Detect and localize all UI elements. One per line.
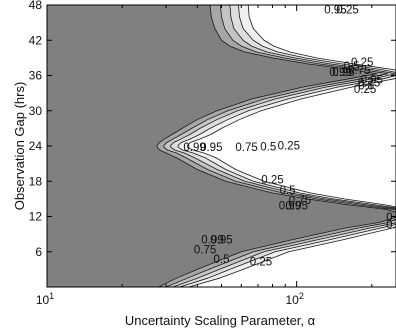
x-tick-label: 101 xyxy=(36,291,54,307)
contour-label: 0.95 xyxy=(361,75,383,87)
contour-label: 0.25 xyxy=(354,84,376,96)
contour-line-0.95 xyxy=(163,5,396,287)
contour-label: 0.75 xyxy=(386,220,396,232)
contour-label: 0.25 xyxy=(250,257,272,269)
y-tick-label: 30 xyxy=(29,104,43,118)
contour-label: 0.99 xyxy=(279,200,301,212)
contour-label: 0.5 xyxy=(358,81,374,93)
x-tick-label: 102 xyxy=(285,291,303,307)
contour-label: 0.99 xyxy=(329,67,351,79)
x-tick-exponent: 2 xyxy=(299,291,304,301)
y-tick-label: 12 xyxy=(29,210,43,224)
contour-bands xyxy=(47,5,396,287)
x-tick-exponent: 1 xyxy=(49,291,54,301)
contour-label: 0.75 xyxy=(358,78,380,90)
y-tick-label: 36 xyxy=(29,69,43,83)
contour-label: 0.75 xyxy=(194,244,216,256)
y-axis: 6 12 18 24 30 36 42 48 xyxy=(29,0,396,259)
contour-label: 0.75 xyxy=(289,195,311,207)
contour-label: 0.95 xyxy=(200,142,222,154)
contour-label: 0.95 xyxy=(332,67,354,79)
x-axis-title: Uncertainty Scaling Parameter, α xyxy=(125,313,316,328)
contour-label: 0.99 xyxy=(201,234,223,246)
contour-line-0.5 xyxy=(177,5,396,287)
contour-label: 0.75 xyxy=(235,142,257,154)
contour-label: 0.5 xyxy=(280,185,296,197)
contour-label: 0.99 xyxy=(386,212,396,224)
contour-line-0.75 xyxy=(170,5,396,287)
contour-label: 0.25 xyxy=(351,57,373,69)
contour-label: 0.95 xyxy=(286,200,308,212)
contour-label: 0.5 xyxy=(344,61,360,73)
contour-lines xyxy=(156,5,396,287)
contour-labels: 0.950.250.250.50.750.990.950.950.750.50.… xyxy=(183,5,396,269)
contour-label: 0.25 xyxy=(336,5,358,17)
y-tick-label: 42 xyxy=(29,33,43,47)
y-tick-label: 24 xyxy=(29,139,43,153)
contour-line-0.99 xyxy=(156,5,396,287)
y-axis-title: Observation Gap (hrs) xyxy=(12,82,27,211)
contour-label: 0.25 xyxy=(261,175,283,187)
contour-label: 0.99 xyxy=(183,142,205,154)
y-tick-label: 48 xyxy=(29,0,43,12)
contour-line-0.25 xyxy=(186,5,396,287)
contour-label: 0.75 xyxy=(348,65,370,77)
contour-label: 0.5 xyxy=(214,254,230,266)
y-tick-label: 6 xyxy=(35,245,42,259)
band-0.99 xyxy=(47,5,396,287)
contour-label: 0.5 xyxy=(260,142,276,154)
contour-label: 0.25 xyxy=(278,140,300,152)
y-tick-label: 18 xyxy=(29,174,43,188)
contour-label: 0.95 xyxy=(210,234,232,246)
contour-label: 0.95 xyxy=(324,5,346,17)
